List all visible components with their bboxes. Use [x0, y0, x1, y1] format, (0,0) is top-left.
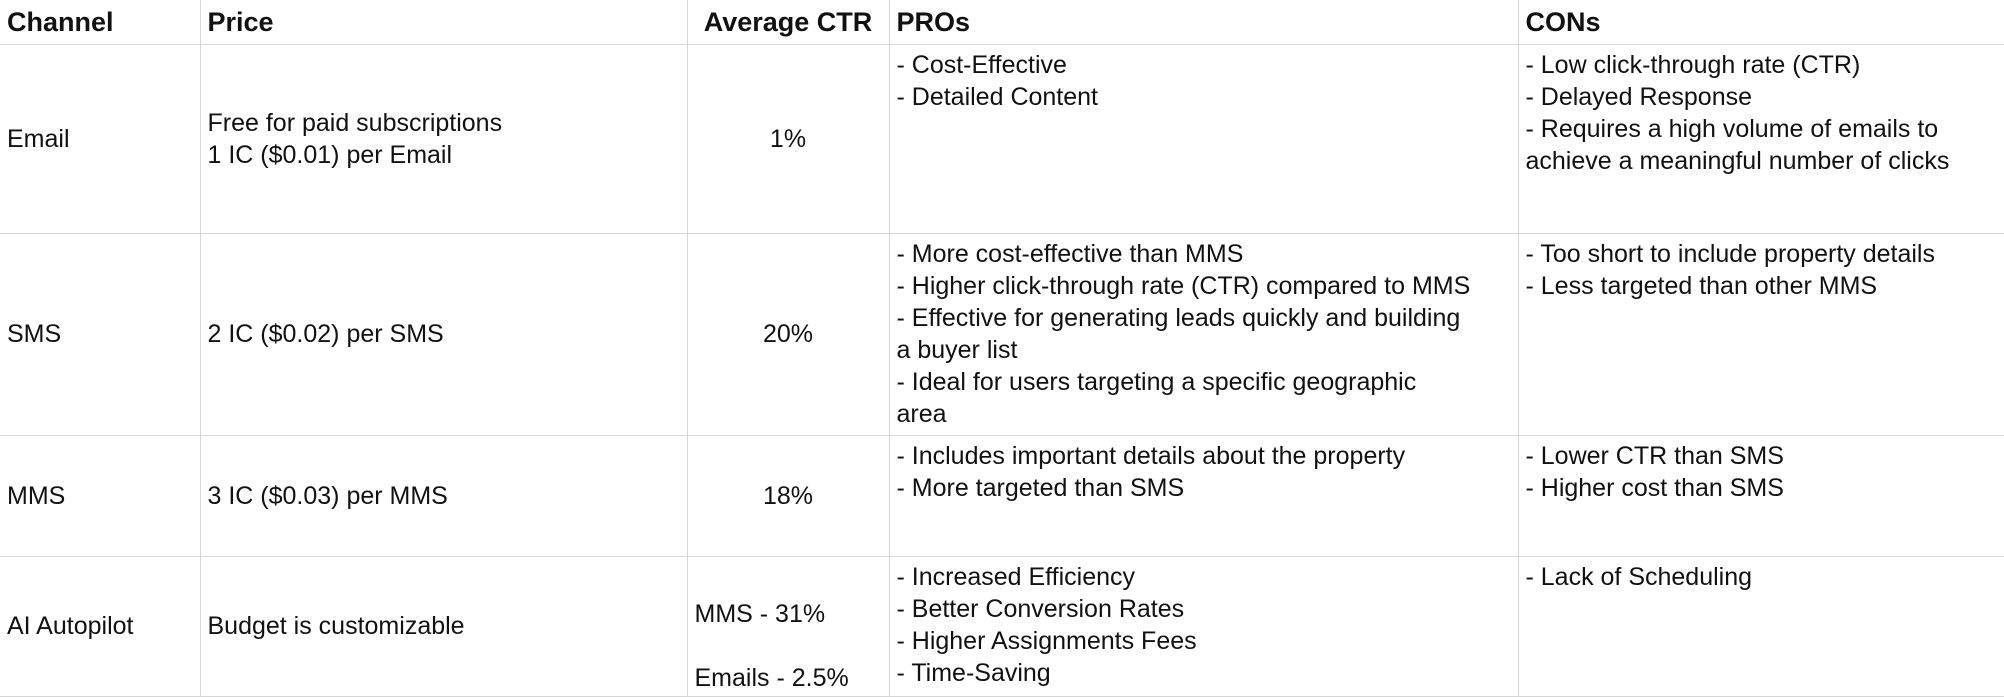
- pros-item: - More cost-effective than MMS: [896, 239, 1244, 268]
- pros-item: - Cost-Effective: [896, 50, 1067, 79]
- cons-item: achieve a meaningful number of clicks: [1525, 146, 1950, 175]
- pros-item: - Ideal for users targeting a specific g…: [896, 367, 1417, 396]
- price-cell: 3 IC ($0.03) per MMS: [199, 434, 688, 557]
- cons-item: - Too short to include property details: [1525, 239, 1936, 268]
- pros-item: - Better Conversion Rates: [896, 594, 1185, 623]
- header-price: Price: [199, 0, 688, 45]
- table-row: SMS 2 IC ($0.02) per SMS 20% - More cost…: [0, 232, 2004, 436]
- pros-item: - Higher Assignments Fees: [896, 626, 1197, 655]
- ctr-cell: 1%: [686, 43, 890, 234]
- price-cell: Budget is customizable: [199, 555, 688, 697]
- pros-cell: - More cost-effective than MMS - Higher …: [888, 232, 1519, 436]
- cons-cell: - Too short to include property details …: [1517, 232, 2004, 436]
- pros-item: - Higher click-through rate (CTR) compar…: [896, 271, 1471, 300]
- header-row: Channel Price Average CTR PROs CONs: [0, 0, 2004, 45]
- ctr-value: 20%: [762, 320, 814, 348]
- price-line: Budget is customizable: [207, 612, 465, 640]
- ctr-spacer: [695, 630, 882, 662]
- pros-item: - Effective for generating leads quickly…: [896, 303, 1461, 332]
- pros-item: - More targeted than SMS: [896, 473, 1185, 502]
- cons-cell: - Lower CTR than SMS - Higher cost than …: [1517, 434, 2004, 557]
- pros-item: a buyer list: [896, 335, 1018, 364]
- pros-cell: - Increased Efficiency - Better Conversi…: [888, 555, 1519, 697]
- cons-item: - Delayed Response: [1525, 82, 1753, 111]
- cons-item: - Lower CTR than SMS: [1525, 441, 1784, 470]
- price-line: 2 IC ($0.02) per SMS: [207, 320, 444, 348]
- channel-cell: SMS: [0, 232, 201, 436]
- price-line: 1 IC ($0.01) per Email: [207, 140, 453, 169]
- price-line: 3 IC ($0.03) per MMS: [207, 481, 448, 510]
- cons-cell: - Lack of Scheduling: [1517, 555, 2004, 697]
- header-pros: PROs: [888, 0, 1519, 45]
- header-average-ctr: Average CTR: [686, 0, 890, 45]
- table-row: MMS 3 IC ($0.03) per MMS 18% - Includes …: [0, 434, 2004, 557]
- ctr-value: 1%: [769, 124, 807, 153]
- pros-item: area: [896, 399, 947, 428]
- cons-item: - Higher cost than SMS: [1525, 473, 1784, 502]
- price-cell: Free for paid subscriptions 1 IC ($0.01)…: [199, 43, 688, 234]
- ctr-cell: 20%: [686, 232, 890, 436]
- channel-cell: AI Autopilot: [0, 555, 201, 697]
- cons-item: - Low click-through rate (CTR): [1525, 50, 1861, 79]
- price-cell: 2 IC ($0.02) per SMS: [199, 232, 688, 436]
- pros-item: - Detailed Content: [896, 82, 1099, 111]
- ctr-cell: MMS - 31% Emails - 2.5%: [686, 555, 890, 697]
- cons-item: - Requires a high volume of emails to: [1525, 114, 1939, 143]
- pros-cell: - Cost-Effective - Detailed Content: [888, 43, 1519, 234]
- ctr-value: MMS - 31%: [694, 599, 826, 628]
- header-cons: CONs: [1517, 0, 2004, 45]
- table-row: Email Free for paid subscriptions 1 IC (…: [0, 43, 2004, 234]
- cons-cell: - Low click-through rate (CTR) - Delayed…: [1517, 43, 2004, 234]
- channel-cell: MMS: [0, 434, 201, 557]
- cons-item: - Less targeted than other MMS: [1525, 271, 1878, 300]
- cons-item: - Lack of Scheduling: [1525, 562, 1753, 591]
- ctr-value: Emails - 2.5%: [694, 663, 849, 692]
- pros-cell: - Includes important details about the p…: [888, 434, 1519, 557]
- table-row: AI Autopilot Budget is customizable MMS …: [0, 555, 2004, 697]
- pros-item: - Includes important details about the p…: [896, 441, 1406, 470]
- header-channel: Channel: [0, 0, 201, 45]
- price-line: Free for paid subscriptions: [207, 108, 503, 137]
- ctr-value: 18%: [762, 481, 814, 510]
- ctr-cell: 18%: [686, 434, 890, 557]
- channel-cell: Email: [0, 43, 201, 234]
- pros-item: - Increased Efficiency: [896, 562, 1136, 591]
- pros-item: - Time-Saving: [896, 658, 1051, 687]
